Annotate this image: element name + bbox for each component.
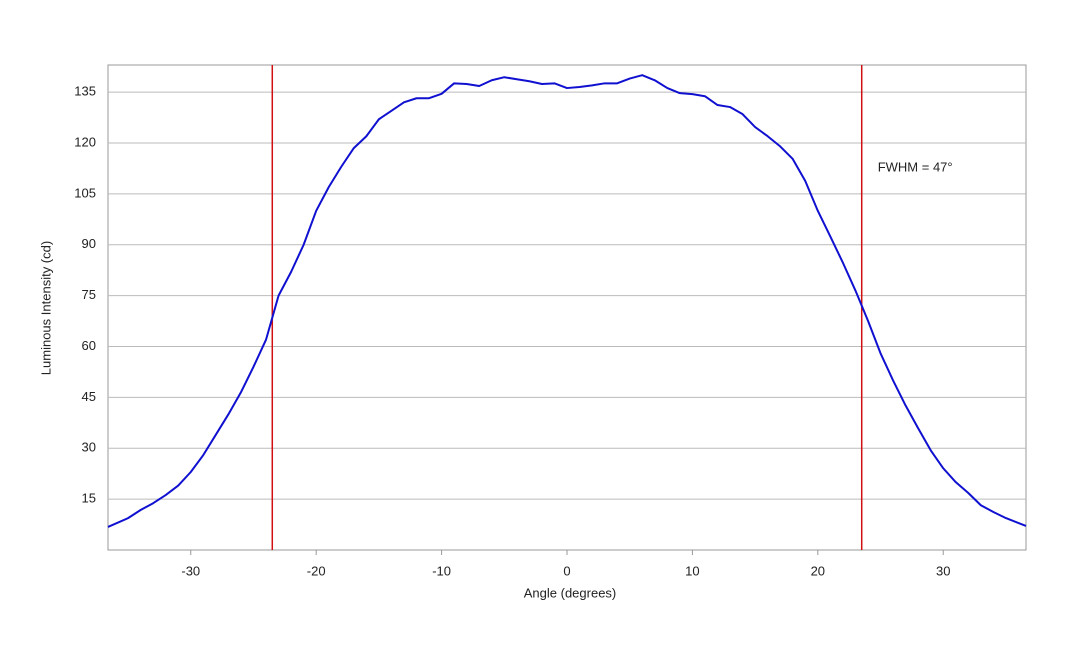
y-tick-label: 135 xyxy=(74,84,96,99)
y-tick-label: 120 xyxy=(74,134,96,149)
x-axis-label: Angle (degrees) xyxy=(524,585,617,600)
x-tick-label: -20 xyxy=(307,563,326,578)
y-tick-label: 105 xyxy=(74,185,96,200)
y-tick-label: 75 xyxy=(82,287,96,302)
x-tick-label: 10 xyxy=(685,563,699,578)
annotation: FWHM = 47° xyxy=(878,159,953,174)
y-tick-label: 15 xyxy=(82,491,96,506)
y-tick-label: 90 xyxy=(82,236,96,251)
y-tick-label: 30 xyxy=(82,440,96,455)
y-axis-label: Luminous Intensity (cd) xyxy=(38,241,53,375)
x-tick-label: 0 xyxy=(563,563,570,578)
y-tick-label: 45 xyxy=(82,389,96,404)
x-tick-label: -30 xyxy=(181,563,200,578)
x-tick-label: 20 xyxy=(811,563,825,578)
x-tick-label: -10 xyxy=(432,563,451,578)
data-line xyxy=(107,74,1027,528)
y-tick-label: 60 xyxy=(82,338,96,353)
x-tick-label: 30 xyxy=(936,563,950,578)
plot-frame xyxy=(107,64,1027,551)
